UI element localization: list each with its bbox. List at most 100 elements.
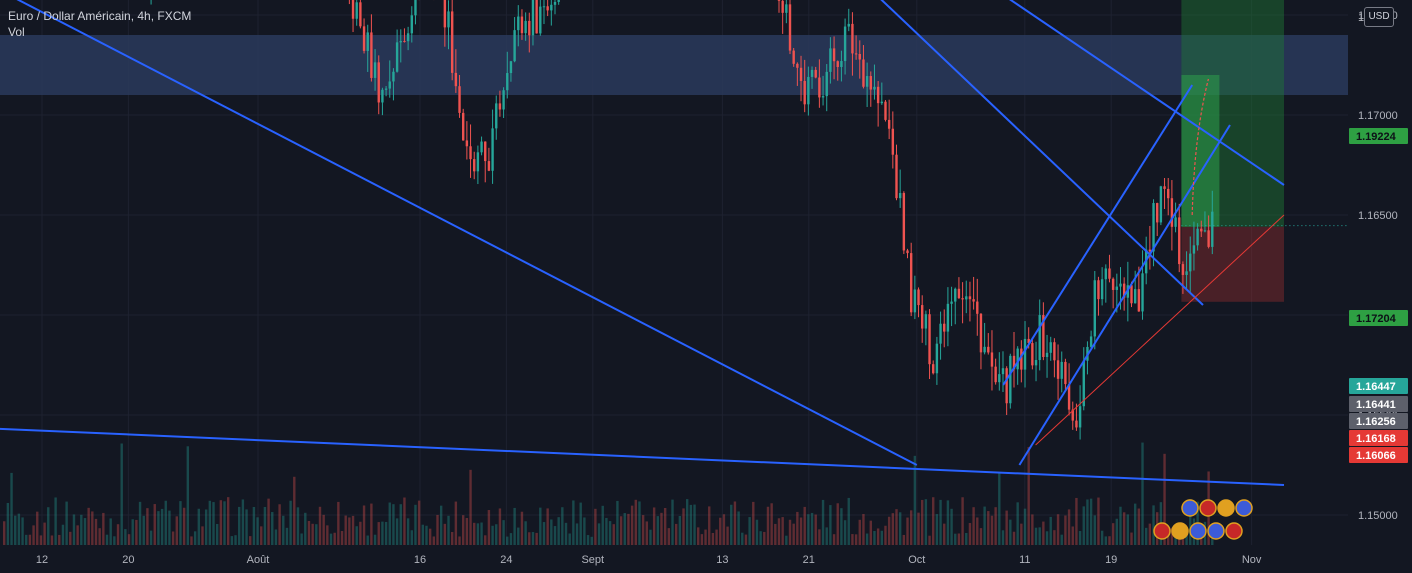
candle-body (946, 303, 950, 332)
volume-bar (708, 506, 711, 545)
economic-event-icon[interactable] (1217, 499, 1235, 517)
trendline[interactable] (1018, 124, 1231, 466)
volume-bar (230, 536, 234, 545)
economic-event-icon[interactable] (1181, 499, 1199, 517)
volume-bar (792, 523, 795, 545)
candle-body (1159, 186, 1163, 223)
candle-body (447, 11, 450, 28)
volume-bar (1009, 519, 1012, 545)
long-position-tool[interactable] (1181, 0, 1348, 302)
volume-bar (1115, 518, 1119, 545)
economic-event-icon[interactable] (1207, 522, 1225, 540)
candle-body (1067, 384, 1071, 410)
volume-bar (458, 536, 461, 545)
volume-bar (377, 522, 380, 545)
candle-body (406, 33, 410, 42)
candle-body (777, 0, 781, 1)
volume-bar (638, 501, 641, 545)
volume-bar (241, 499, 245, 545)
volume-bar (954, 533, 957, 545)
volume-bar (796, 511, 799, 545)
volume-bar (406, 518, 410, 545)
candle-body (891, 128, 895, 155)
volume-bar (1185, 533, 1188, 545)
volume-bar (851, 534, 854, 545)
candle-body (1104, 268, 1107, 280)
volume-bar (113, 536, 116, 545)
volume-bar (1075, 497, 1078, 545)
candle-body (954, 288, 957, 302)
time-tick-label: Nov (1242, 554, 1262, 566)
volume-bar (520, 511, 524, 545)
candle-body (553, 1, 557, 5)
candle-body (950, 301, 953, 304)
volume-bar (61, 524, 65, 545)
volume-bar (351, 515, 355, 545)
volume-bar (58, 534, 61, 545)
trendline[interactable] (0, 425, 1285, 486)
economic-event-icon[interactable] (1235, 499, 1253, 517)
volume-bar (506, 536, 509, 545)
volume-bar (197, 508, 201, 545)
volume-bar (168, 510, 171, 545)
candle-body (994, 366, 997, 383)
time-tick-label: 12 (36, 554, 48, 566)
time-axis[interactable]: 12 20 Août 16 24 Sept 13 21 Oct 11 19 Nov (0, 545, 1412, 573)
volume-bar (432, 536, 436, 545)
volume-bar (245, 509, 248, 545)
candle-body (1020, 348, 1023, 370)
candle-body (785, 4, 788, 13)
volume-bar (939, 499, 942, 545)
candle-body (898, 193, 902, 199)
candle-body (1207, 230, 1210, 247)
economic-event-icon[interactable] (1153, 522, 1171, 540)
price-axis[interactable]: 1.150001.155001.160001.165001.170001.175… (1348, 0, 1412, 573)
volume-bar (972, 507, 975, 545)
candle-body (392, 71, 395, 82)
volume-bar (697, 527, 700, 545)
economic-event-icon[interactable] (1189, 522, 1207, 540)
volume-bar (700, 534, 704, 545)
volume-bar (14, 515, 17, 545)
event-icons[interactable] (1153, 499, 1253, 540)
volume-bar (395, 518, 399, 545)
support-ray[interactable] (1035, 214, 1285, 446)
candle-body (495, 103, 498, 129)
trendline[interactable] (1002, 84, 1194, 386)
volume-bar (91, 511, 94, 545)
candle-body (932, 364, 935, 374)
volume-bar (293, 476, 296, 545)
candle-body (506, 73, 509, 91)
economic-event-icon[interactable] (1171, 522, 1189, 540)
volume-bar (80, 514, 83, 545)
volume-bar (307, 520, 311, 545)
trendline[interactable] (0, 0, 918, 466)
candle-body (1211, 211, 1214, 247)
volume-bar (847, 497, 850, 545)
trendline[interactable] (560, 0, 1285, 186)
trendline[interactable] (560, 0, 1204, 306)
currency-badge[interactable]: USD (1364, 7, 1394, 27)
volume-bar (950, 508, 953, 545)
volume-bar (131, 519, 134, 545)
projection-arrow[interactable] (1191, 78, 1209, 216)
candle-body (836, 61, 839, 68)
volume-bar (1122, 512, 1126, 545)
volume-bar (226, 497, 230, 545)
candle-body (366, 32, 369, 51)
candle-body (943, 323, 946, 332)
economic-event-icon[interactable] (1225, 522, 1243, 540)
candle-body (1185, 271, 1188, 275)
volume-bar (495, 524, 498, 545)
volume-bar (561, 507, 564, 545)
price-label-bg (1349, 310, 1408, 326)
time-tick-label: 16 (414, 554, 426, 566)
candle-body (414, 0, 417, 16)
candle-body (854, 53, 858, 55)
volume-bar (267, 498, 270, 545)
candle-body (1053, 342, 1056, 361)
economic-event-icon[interactable] (1199, 499, 1217, 517)
volume-bar (994, 507, 997, 545)
trendlines[interactable] (0, 0, 1285, 486)
